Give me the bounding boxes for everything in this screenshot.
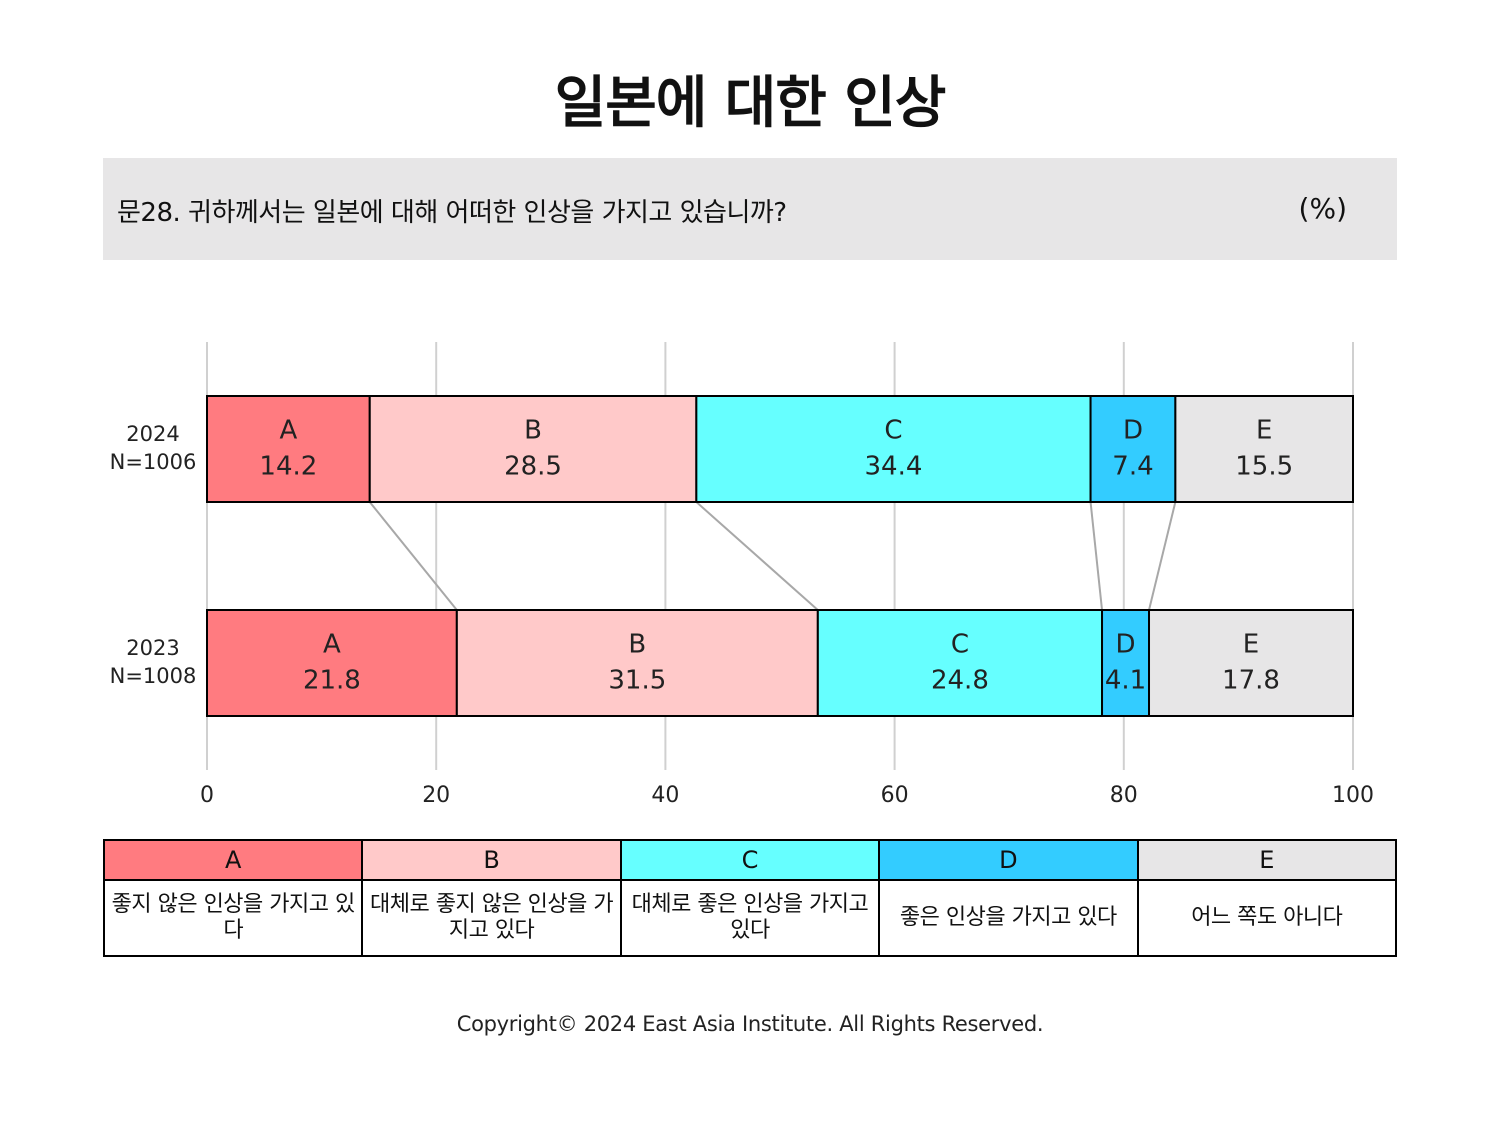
legend-label-e: 어느 쪽도 아니다 [1136, 879, 1398, 957]
bar-segment [1089, 395, 1177, 503]
row-year-label: 2023 [126, 636, 179, 660]
bar-value-label: 14.2 [259, 452, 317, 482]
connector-line [695, 501, 819, 611]
bar-segment [206, 609, 458, 717]
bar-value-label: 24.8 [931, 666, 989, 696]
bar-segment [455, 609, 819, 717]
bar-series-label: B [524, 416, 542, 446]
bar-value-label: 21.8 [303, 666, 361, 696]
row-year-label: 2024 [126, 422, 179, 446]
bar-series-label: A [323, 630, 341, 660]
legend-label-c: 대체로 좋은 인상을 가지고 있다 [619, 879, 881, 957]
row-sample-label: N=1006 [110, 450, 197, 474]
bar-series-label: E [1256, 416, 1272, 446]
bar-segment [1174, 395, 1354, 503]
connector-line [1089, 501, 1104, 611]
copyright-notice: Copyright© 2024 East Asia Institute. All… [456, 1012, 1044, 1036]
bar-segment [1101, 609, 1151, 717]
bar-segment [816, 609, 1104, 717]
x-tick-label: 80 [1110, 783, 1138, 808]
legend-key-a: A [102, 839, 364, 881]
x-tick-label: 100 [1332, 783, 1374, 808]
x-tick-label: 40 [651, 783, 679, 808]
bar-series-label: D [1123, 416, 1143, 446]
bar-value-label: 34.4 [865, 452, 923, 482]
legend-label-d: 좋은 인상을 가지고 있다 [878, 879, 1139, 957]
legend-label-b: 대체로 좋지 않은 인상을 가지고 있다 [361, 879, 622, 957]
x-tick-label: 60 [881, 783, 909, 808]
stacked-bar-chart: 0 20 40 60 80 100 A 14.2 B 28.5 C 34.4 D 7.4 E 15.5 2024… [110, 342, 1374, 808]
bar-value-label: 31.5 [608, 666, 666, 696]
legend-description-row: 좋지 않은 인상을 가지고 있다 대체로 좋지 않은 인상을 가지고 있다 대체… [102, 879, 1398, 957]
bar-segment [1148, 609, 1354, 717]
bar-value-label: 7.4 [1112, 452, 1153, 482]
question-box: 문28. 귀하께서는 일본에 대해 어떠한 인상을 가지고 있습니까? (%) [103, 158, 1397, 260]
legend-key-d: D [878, 839, 1139, 881]
bar-series-label: C [951, 630, 969, 660]
legend-key-e: E [1136, 839, 1398, 881]
legend-label-a: 좋지 않은 인상을 가지고 있다 [102, 879, 364, 957]
unit-label: (%) [1298, 192, 1347, 225]
page-title: 일본에 대한 인상 [554, 71, 947, 136]
question-text: 문28. 귀하께서는 일본에 대해 어떠한 인상을 가지고 있습니까? [117, 198, 787, 228]
x-tick-label: 0 [200, 783, 214, 808]
legend-key-c: C [619, 839, 881, 881]
bar-series-label: E [1243, 630, 1259, 660]
connector-line [368, 501, 458, 611]
bar-value-label: 28.5 [504, 452, 562, 482]
bar-series-label: A [279, 416, 297, 446]
x-tick-label: 20 [422, 783, 450, 808]
bar-value-label: 15.5 [1235, 452, 1293, 482]
bar-series-label: B [628, 630, 646, 660]
legend-key-b: B [361, 839, 622, 881]
legend-table: A B C D E 좋지 않은 인상을 가지고 있다 대체로 좋지 않은 인상을… [102, 839, 1398, 957]
bar-segment [368, 395, 698, 503]
bar-segment [206, 395, 371, 503]
bar-series-label: D [1116, 630, 1136, 660]
bar-segment [695, 395, 1092, 503]
connector-line [1148, 501, 1177, 611]
bar-value-label: 4.1 [1105, 666, 1146, 696]
legend-header-row: A B C D E [102, 839, 1398, 881]
row-sample-label: N=1008 [110, 664, 197, 688]
bar-series-label: C [884, 416, 902, 446]
bar-value-label: 17.8 [1222, 666, 1280, 696]
